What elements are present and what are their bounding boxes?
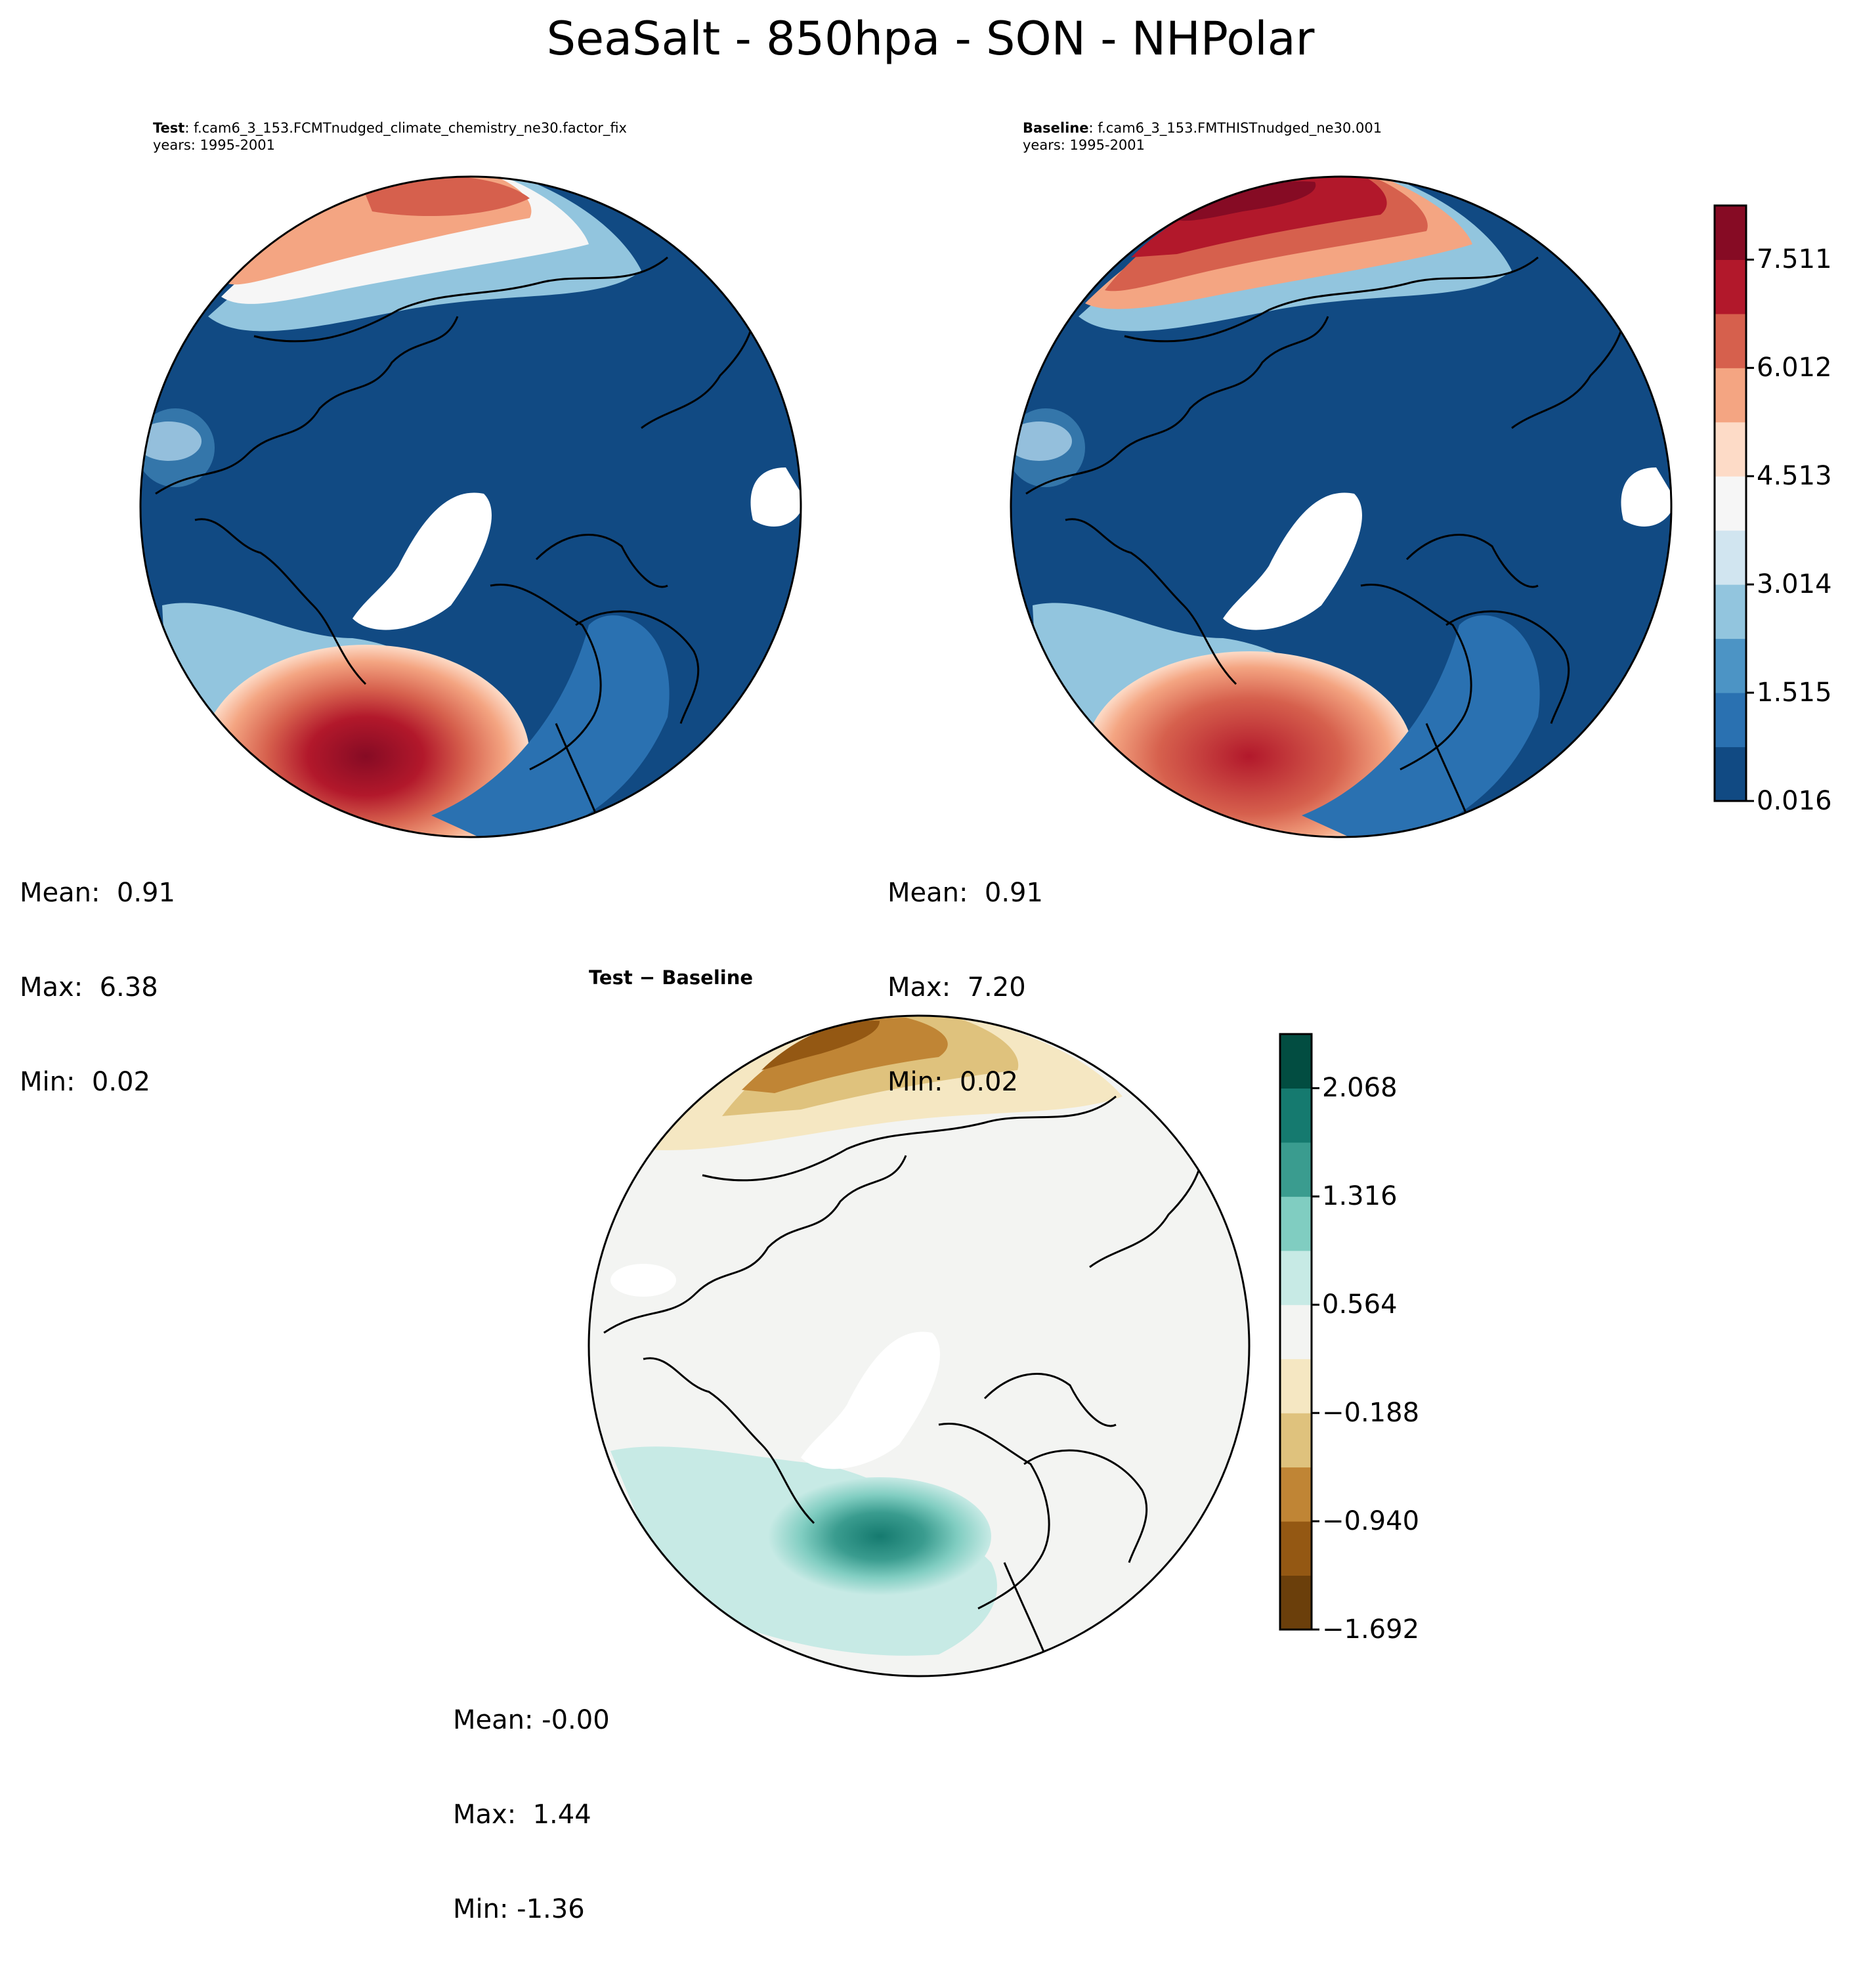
baseline-map-border (1010, 175, 1673, 838)
colorbar-diff-segment (1280, 1305, 1312, 1360)
baseline-pacific-core (1131, 177, 1387, 257)
baseline-nsea-band (1302, 615, 1540, 837)
colorbar-diff-tick-label: −1.692 (1322, 1614, 1420, 1645)
colorbar-diff-segment (1280, 1142, 1312, 1197)
test-map-border (139, 175, 802, 838)
diff-stat-max: Max: 1.44 (453, 1800, 591, 1830)
test-coastlines (155, 256, 756, 829)
diff-nodata-1 (610, 1264, 676, 1297)
test-nsea-band (431, 615, 670, 837)
colorbar-diff-segment (1280, 1467, 1312, 1522)
diff-stats: Mean: -0.00 Max: 1.44 Min: -1.36 (453, 1641, 610, 1988)
colorbar-main-tick-label: 7.511 (1757, 244, 1832, 275)
colorbar-main-segment (1715, 421, 1746, 477)
colorbar-diff-segment (1280, 1358, 1312, 1414)
colorbar-diff-border (1279, 1033, 1313, 1631)
colorbar-diff-segment (1280, 1088, 1312, 1143)
colorbar-main-tick-label: 3.014 (1757, 569, 1832, 600)
colorbar-main-tick-label: 1.515 (1757, 678, 1832, 708)
baseline-stat-max: Max: 7.20 (888, 972, 1026, 1003)
colorbar-main-segment (1715, 638, 1746, 693)
diff-pacific-inner (742, 1018, 948, 1093)
colorbar-diff-segment (1280, 1521, 1312, 1576)
colorbar-diff-segment (1280, 1034, 1312, 1089)
diff-title-baseline: Baseline (662, 966, 754, 989)
colorbar-main-tick-label: 0.016 (1757, 786, 1832, 816)
test-label: Test (153, 120, 185, 136)
baseline-title: Baseline: f.cam6_3_153.FMTHISTnudged_ne3… (1023, 119, 1382, 137)
colorbar-diff-tick-label: 1.316 (1322, 1181, 1398, 1212)
baseline-nodata-2 (1621, 467, 1671, 527)
test-years: years: 1995-2001 (153, 137, 276, 153)
baseline-case: : f.cam6_3_153.FMTHISTnudged_ne30.001 (1088, 120, 1382, 136)
colorbar-main-tick-label: 4.513 (1757, 461, 1832, 492)
diff-pacific-core (761, 1020, 880, 1070)
colorbar-diff (1279, 1033, 1319, 1631)
test-stats: Mean: 0.91 Max: 6.38 Min: 0.02 (20, 814, 175, 1161)
baseline-pacific-peak (1170, 181, 1316, 221)
colorbar-diff-segment (1280, 1250, 1312, 1305)
colorbar-main-border (1713, 204, 1747, 802)
diff-map-border (588, 1014, 1251, 1677)
test-stat-mean: Mean: 0.91 (20, 878, 175, 908)
colorbar-diff-segment (1280, 1196, 1312, 1251)
maps-canvas (139, 175, 1754, 1677)
test-stat-max: Max: 6.38 (20, 972, 158, 1003)
baseline-stats: Mean: 0.91 Max: 7.20 Min: 0.02 (888, 814, 1043, 1161)
diff-stat-mean: Mean: -0.00 (453, 1705, 610, 1735)
test-hudson (140, 408, 215, 487)
colorbar-main (1713, 204, 1754, 802)
diff-greenland (801, 1331, 940, 1469)
test-title: Test: f.cam6_3_153.FCMTnudged_climate_ch… (153, 119, 627, 137)
colorbar-main-segment (1715, 205, 1746, 260)
colorbar-main-segment (1715, 530, 1746, 585)
baseline-years: years: 1995-2001 (1023, 137, 1145, 153)
baseline-hudson (1011, 408, 1085, 487)
colorbar-main-segment (1715, 313, 1746, 368)
figure-title: SeaSalt - 850hpa - SON - NHPolar (546, 12, 1315, 66)
colorbar-diff-tick-label: −0.940 (1322, 1506, 1420, 1537)
diff-title-op: − (632, 966, 662, 989)
test-greenland (353, 492, 492, 630)
colorbar-main-segment (1715, 368, 1746, 423)
colorbar-main-tick-label: 6.012 (1757, 353, 1832, 383)
colorbar-diff-tick-label: 0.564 (1322, 1289, 1398, 1320)
diff-map (588, 1014, 1251, 1677)
diff-title-test: Test (589, 966, 633, 989)
diff-stat-min: Min: -1.36 (453, 1894, 585, 1924)
baseline-coastlines (1025, 256, 1627, 829)
test-case: : f.cam6_3_153.FCMTnudged_climate_chemis… (184, 120, 627, 136)
colorbar-diff-segment (1280, 1413, 1312, 1468)
colorbar-main-segment (1715, 584, 1746, 639)
baseline-label: Baseline (1023, 120, 1089, 136)
colorbar-main-segment (1715, 693, 1746, 748)
test-stat-min: Min: 0.02 (20, 1067, 150, 1097)
test-pacific-peak (359, 177, 530, 217)
figure: SeaSalt - 850hpa - SON - NHPolar Test: f… (20, 12, 1832, 1924)
colorbar-main-segment (1715, 746, 1746, 802)
diff-coastlines (603, 1095, 1205, 1668)
baseline-map (1010, 175, 1673, 838)
colorbar-diff-tick-label: 2.068 (1322, 1073, 1398, 1104)
colorbar-main-segment (1715, 259, 1746, 314)
diff-atlantic-core (768, 1477, 991, 1595)
baseline-stat-mean: Mean: 0.91 (888, 878, 1043, 908)
test-nodata-2 (750, 467, 801, 527)
test-map (139, 175, 802, 838)
diff-title: Test − Baseline (589, 966, 753, 989)
colorbar-diff-segment (1280, 1575, 1312, 1630)
baseline-greenland (1223, 492, 1362, 630)
colorbar-main-segment (1715, 476, 1746, 531)
baseline-stat-min: Min: 0.02 (888, 1067, 1018, 1097)
colorbar-diff-tick-label: −0.188 (1322, 1398, 1420, 1429)
